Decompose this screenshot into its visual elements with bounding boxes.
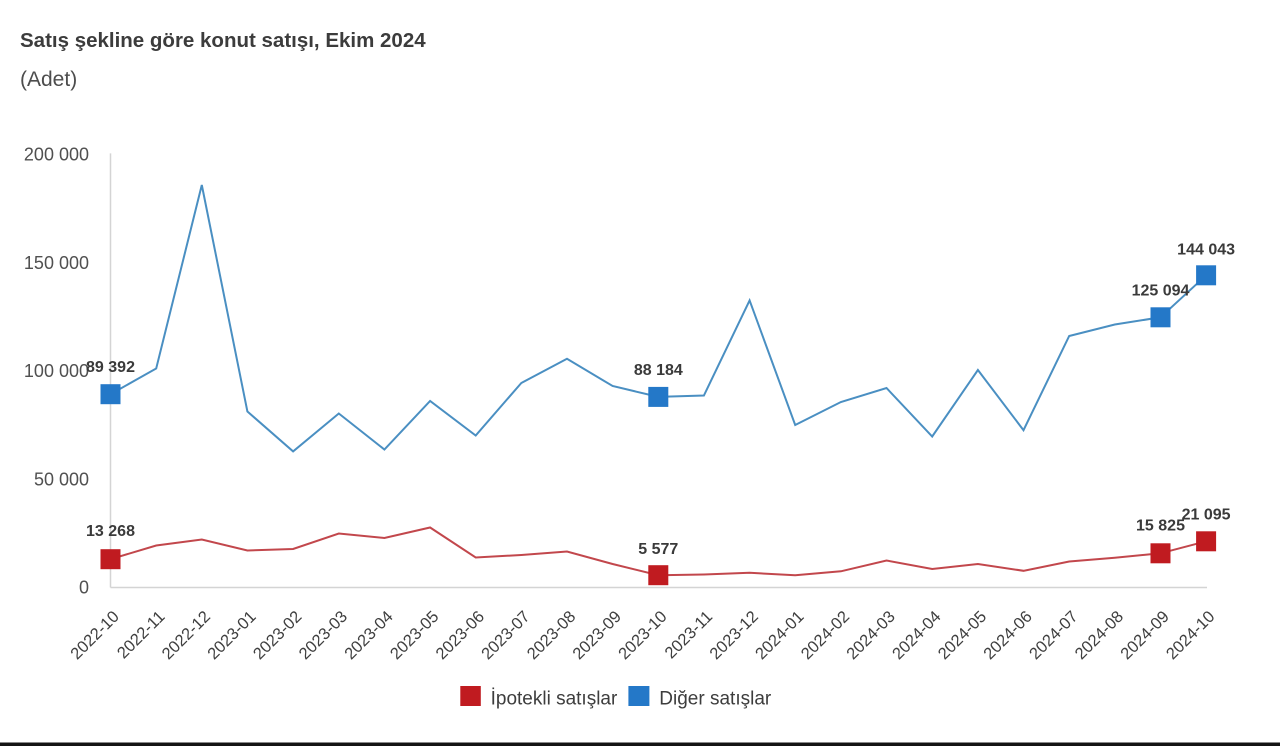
- svg-text:İpotekli satışlar: İpotekli satışlar: [491, 689, 618, 710]
- svg-text:150 000: 150 000: [24, 253, 89, 273]
- svg-text:5 577: 5 577: [638, 541, 678, 558]
- svg-text:88 184: 88 184: [634, 362, 683, 379]
- svg-text:144 043: 144 043: [1177, 242, 1235, 259]
- svg-text:0: 0: [79, 577, 89, 597]
- svg-text:200 000: 200 000: [24, 145, 89, 165]
- svg-text:21 095: 21 095: [1182, 507, 1231, 524]
- svg-text:15 825: 15 825: [1136, 518, 1185, 535]
- svg-text:100 000: 100 000: [24, 361, 89, 381]
- svg-text:125 094: 125 094: [1132, 283, 1190, 300]
- svg-text:50 000: 50 000: [34, 469, 89, 489]
- svg-text:89 392: 89 392: [86, 359, 135, 376]
- svg-text:13 268: 13 268: [86, 523, 135, 540]
- svg-text:Diğer satışlar: Diğer satışlar: [659, 689, 772, 710]
- svg-text:Satış şekline göre konut satış: Satış şekline göre konut satışı, Ekim 20…: [20, 29, 426, 52]
- svg-text:(Adet): (Adet): [20, 68, 77, 91]
